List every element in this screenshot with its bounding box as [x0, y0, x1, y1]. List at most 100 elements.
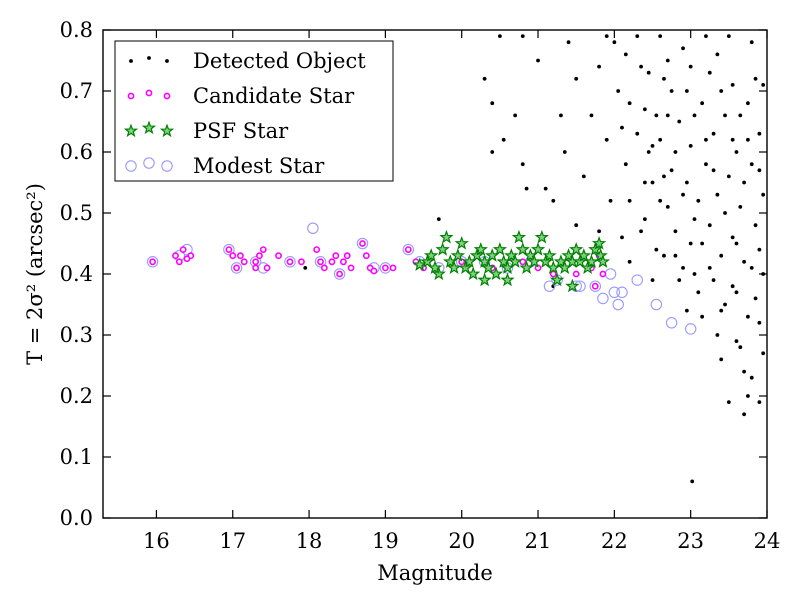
x-axis-title: Magnitude: [377, 561, 493, 585]
detected-object-point: [551, 198, 556, 203]
psf-star-point: [450, 248, 466, 262]
candidate-star-point: [519, 258, 527, 266]
x-tick-label: 20: [448, 529, 475, 553]
psf-star-point: [500, 272, 515, 287]
detected-object-point: [654, 113, 659, 118]
detected-object-point: [715, 192, 720, 197]
detected-object-point: [501, 137, 506, 142]
candidate-star-point: [362, 252, 370, 260]
detected-object-point: [620, 235, 624, 240]
detected-object-point: [681, 46, 685, 51]
detected-object-point: [742, 180, 747, 185]
legend-marker-psf-star: [159, 123, 175, 138]
detected-object-point: [704, 162, 708, 167]
legend-label-psf: PSF Star: [193, 119, 289, 143]
psf-star-point: [504, 248, 519, 262]
modest-star-point: [650, 298, 663, 311]
detected-object-point: [490, 150, 495, 154]
detected-object-point: [662, 174, 666, 179]
psf-star-point: [565, 278, 580, 293]
detected-object-point: [711, 168, 716, 173]
candidate-star-point: [340, 258, 347, 266]
detected-object-point: [658, 34, 663, 38]
detected-object-point: [696, 198, 701, 203]
candidate-star-point: [229, 252, 237, 260]
y-tick-label: 0.5: [60, 201, 93, 225]
detected-object-point: [757, 168, 762, 173]
detected-object-point: [574, 76, 579, 81]
detected-object-point: [723, 211, 727, 215]
detected-object-point: [524, 186, 529, 191]
detected-object-point: [608, 198, 613, 203]
psf-star-point: [492, 242, 508, 256]
detected-object-point: [589, 113, 594, 118]
legend-box: [114, 40, 394, 182]
legend-marker-psf-star: [141, 120, 157, 135]
detected-object-point: [707, 266, 712, 270]
psf-star-point: [576, 248, 592, 262]
candidate-star-point: [343, 252, 351, 260]
detected-object-point: [520, 162, 525, 167]
detected-object-point: [604, 34, 609, 38]
detected-object-point: [690, 479, 695, 484]
detected-object-point: [623, 52, 628, 57]
detected-object-point: [497, 34, 502, 38]
detected-object-point: [742, 369, 747, 374]
candidate-star-point: [236, 252, 244, 260]
detected-object-point: [513, 113, 518, 118]
detected-object-point: [665, 205, 670, 209]
detected-object-point: [669, 89, 674, 93]
candidate-star-point: [286, 258, 294, 266]
legend: Detected Object Candidate Star PSF Star …: [114, 40, 394, 182]
candidate-star-point: [320, 264, 328, 272]
y-tick-label: 0.4: [60, 262, 93, 286]
detected-object-point: [673, 229, 678, 234]
legend-marker-modest-star: [125, 160, 137, 172]
detected-object-point: [684, 89, 689, 93]
y-axis-title: T = 2σ² (arcsec²): [23, 183, 47, 365]
detected-object-point: [673, 150, 678, 154]
detected-object-point: [665, 113, 670, 118]
candidate-star-point: [336, 270, 343, 278]
detected-object-point: [734, 241, 739, 246]
detected-object-point: [677, 278, 682, 282]
candidate-star-point: [179, 246, 187, 253]
candidate-star-point: [225, 246, 233, 253]
psf-star-point: [527, 254, 542, 268]
detected-object-point: [730, 137, 735, 142]
detected-object-point: [490, 101, 495, 106]
modest-star-point: [597, 292, 609, 305]
x-tick-label: 24: [754, 529, 781, 553]
detected-object-point: [646, 70, 651, 75]
x-tick-label: 22: [601, 529, 628, 553]
legend-marker-detected-object: [129, 59, 133, 63]
candidate-star-point: [275, 252, 282, 260]
detected-object-point: [738, 205, 743, 209]
detected-object-point: [639, 64, 643, 69]
candidate-star-point: [599, 270, 607, 278]
detected-object-point: [719, 89, 724, 93]
modest-star-point: [631, 274, 644, 286]
series-candidate-star: [149, 240, 607, 290]
psf-star-point: [542, 248, 557, 262]
detected-object-point: [757, 400, 762, 404]
legend-marker-candidate-star: [163, 92, 171, 100]
detected-object-point: [734, 150, 739, 154]
candidate-star-point: [240, 258, 248, 266]
legend-marker-modest-star: [161, 160, 173, 172]
candidate-star-point: [359, 240, 366, 247]
detected-object-point: [749, 162, 754, 167]
modest-star-point: [333, 268, 346, 280]
x-tick-label: 23: [677, 529, 704, 553]
detected-object-point: [627, 101, 632, 106]
legend-label-modest: Modest Star: [193, 154, 325, 178]
detected-object-point: [639, 229, 643, 234]
candidate-star-point: [332, 252, 340, 260]
candidate-star-point: [263, 264, 271, 272]
y-tick-label: 0.8: [60, 18, 93, 42]
detected-object-point: [753, 296, 758, 301]
detected-object-point: [726, 174, 731, 179]
psf-star-point: [481, 260, 496, 275]
candidate-star-point: [172, 252, 179, 260]
modest-star-point: [612, 298, 624, 311]
